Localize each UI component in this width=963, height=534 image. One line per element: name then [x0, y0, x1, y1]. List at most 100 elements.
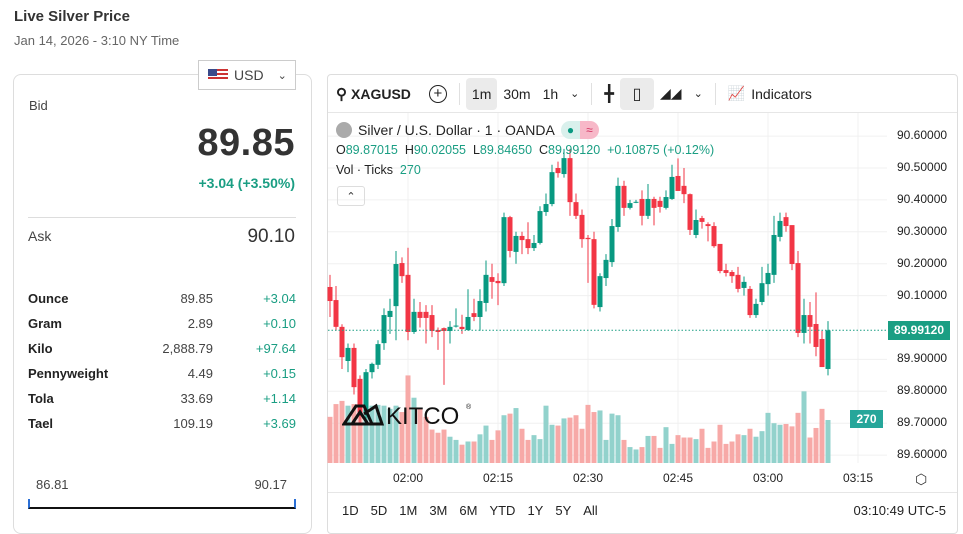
range-1m[interactable]: 1M	[399, 503, 418, 518]
unit-name: Gram	[28, 316, 62, 331]
volume-bar	[423, 416, 429, 463]
volume-bar	[339, 400, 345, 463]
candle-body	[513, 235, 519, 252]
volume-bar	[375, 404, 381, 463]
candle-body	[777, 220, 783, 237]
candle-body	[651, 198, 657, 208]
unit-row-gram: Gram 2.89 +0.10	[28, 316, 296, 336]
price-tick: 90.40000	[897, 191, 948, 206]
candle-body	[771, 234, 777, 275]
ask-price: 90.10	[247, 226, 295, 247]
price-tick: 89.60000	[897, 447, 948, 462]
candle-body	[363, 372, 369, 413]
interval-30m[interactable]: 30m	[503, 85, 531, 102]
volume-bar	[345, 405, 351, 463]
unit-value: 109.19	[173, 416, 213, 431]
volume-bar	[711, 441, 717, 463]
candle-body	[591, 239, 597, 305]
candle-body	[405, 274, 411, 332]
collapse-legend-button[interactable]: ⌃	[337, 186, 365, 206]
unit-name: Tael	[28, 416, 54, 431]
volume-bar	[471, 441, 477, 463]
price-tick: 90.20000	[897, 255, 948, 270]
range-6m[interactable]: 6M	[459, 503, 478, 518]
candle-body	[477, 301, 483, 317]
range-all[interactable]: All	[583, 503, 598, 518]
settings-icon[interactable]: ⬡	[915, 471, 928, 487]
range-1y[interactable]: 1Y	[527, 503, 544, 518]
volume-bar	[477, 434, 483, 463]
volume-bar	[507, 413, 513, 463]
interval-chevron-down-icon[interactable]: ⌄	[570, 88, 580, 100]
indicators-button[interactable]: 📈 Indicators	[722, 78, 818, 110]
indicators-label: Indicators	[751, 85, 812, 102]
candle-body	[825, 330, 831, 369]
area-chart-type-icon[interactable]: ◢◢	[660, 85, 682, 101]
price-tick: 89.80000	[897, 383, 948, 398]
volume-bar	[573, 415, 579, 463]
unit-value: 89.85	[180, 291, 213, 306]
market-open-dot-icon: ●	[560, 121, 581, 139]
volume-bar	[783, 423, 789, 463]
divider	[328, 492, 957, 493]
unit-change: +3.04	[263, 291, 296, 306]
range-1d[interactable]: 1D	[342, 503, 359, 518]
volume-bar	[465, 441, 471, 463]
bar-chart-type-icon[interactable]: ╋	[604, 85, 615, 103]
volume-bar	[729, 441, 735, 463]
range-ytd[interactable]: YTD	[489, 503, 516, 518]
volume-bar	[435, 432, 441, 463]
market-status[interactable]: ● ≈	[560, 121, 599, 139]
volume-bar	[771, 423, 777, 463]
candle-body	[687, 194, 693, 230]
ask-label: Ask	[28, 228, 52, 244]
candle-body	[447, 326, 453, 332]
interval-1m[interactable]: 1m	[465, 77, 498, 110]
candle-body	[807, 315, 813, 327]
volume-bar	[351, 404, 357, 463]
high-value: 90.02055	[413, 143, 466, 157]
volume-bar	[531, 435, 537, 463]
volume-bar	[621, 439, 627, 463]
volume-bar	[495, 430, 501, 463]
volume-bar	[723, 443, 729, 463]
candle-body	[579, 214, 585, 240]
compare-button[interactable]: +	[423, 78, 453, 110]
candle-body	[549, 172, 555, 205]
volume-bar	[699, 428, 705, 463]
candle-body	[801, 315, 807, 333]
candle-body	[333, 300, 339, 327]
candle-body	[489, 277, 495, 282]
range-5y[interactable]: 5Y	[555, 503, 572, 518]
price-chart[interactable]	[0, 0, 963, 520]
search-icon: ⚲	[336, 85, 347, 103]
volume-bar	[657, 447, 663, 463]
volume-bar	[795, 412, 801, 463]
chevron-down-icon: ⌄	[277, 69, 287, 82]
volume-value: 270	[399, 163, 421, 177]
volume-bar	[741, 435, 747, 463]
candle-body	[423, 311, 429, 318]
volume-bar	[753, 436, 759, 463]
unit-change: +3.69	[263, 416, 296, 431]
candles-chart-type-icon[interactable]: ▯	[620, 77, 655, 110]
candle-body	[441, 328, 447, 332]
candle-body	[555, 168, 561, 174]
volume-bar	[399, 412, 405, 463]
candle-body	[705, 224, 711, 227]
currency-dropdown[interactable]: USD ⌄	[198, 60, 296, 90]
range-5d[interactable]: 5D	[370, 503, 388, 518]
candle-body	[747, 288, 753, 316]
chart-type-chevron-down-icon[interactable]: ⌄	[693, 88, 703, 100]
volume-bar	[393, 405, 399, 463]
symbol-search[interactable]: ⚲ XAGUSD	[328, 78, 417, 110]
indicators-icon: 📈	[727, 85, 746, 101]
interval-1h[interactable]: 1h	[542, 85, 559, 102]
range-3m[interactable]: 3M	[429, 503, 448, 518]
volume-bar	[429, 429, 435, 463]
volume-bar	[705, 447, 711, 463]
timestamp: Jan 14, 2026 - 3:10 NY Time	[14, 33, 180, 48]
candle-body	[633, 201, 639, 203]
unit-row-tola: Tola 33.69 +1.14	[28, 391, 296, 411]
c-label: C	[539, 143, 549, 157]
